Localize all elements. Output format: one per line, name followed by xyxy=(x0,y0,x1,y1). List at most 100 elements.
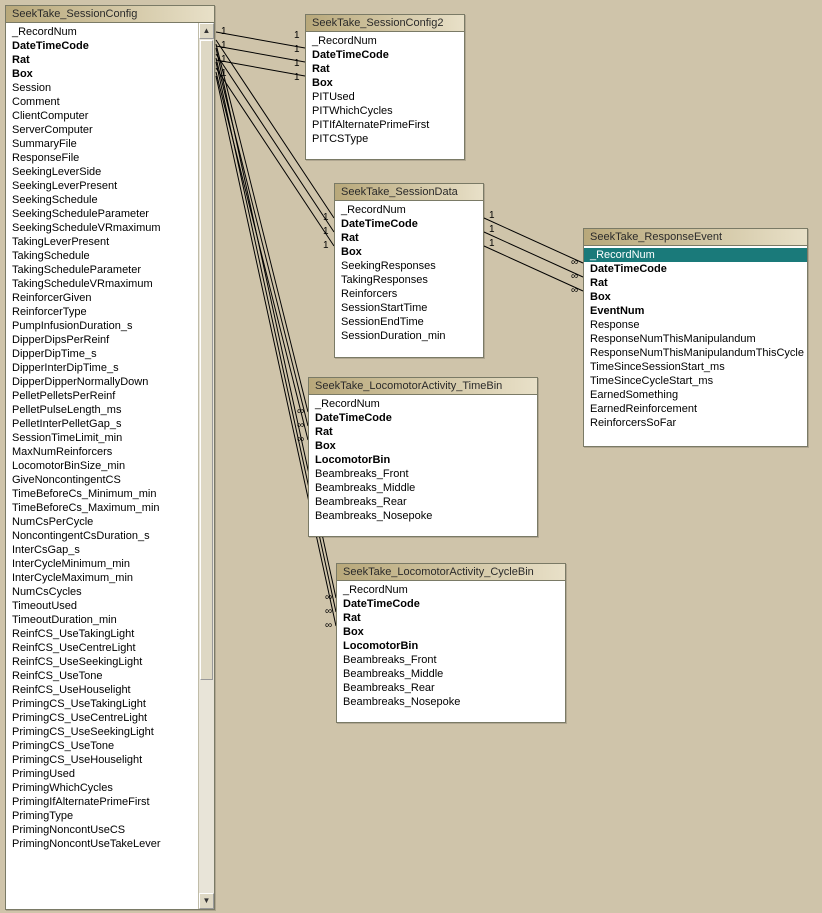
table-locomotor-timebin[interactable]: SeekTake_LocomotorActivity_TimeBin _Reco… xyxy=(308,377,538,537)
field-row[interactable]: PrimingType xyxy=(6,809,198,823)
field-row[interactable]: DateTimeCode xyxy=(306,48,464,62)
field-row[interactable]: SessionTimeLimit_min xyxy=(6,431,198,445)
field-row[interactable]: SeekingLeverSide xyxy=(6,165,198,179)
field-row[interactable]: SeekingResponses xyxy=(335,259,483,273)
field-row[interactable]: Beambreaks_Nosepoke xyxy=(309,509,537,523)
field-row[interactable]: PrimingUsed xyxy=(6,767,198,781)
field-row[interactable]: _RecordNum xyxy=(337,583,565,597)
field-row[interactable]: ReinfCS_UseTakingLight xyxy=(6,627,198,641)
field-row[interactable]: LocomotorBin xyxy=(309,453,537,467)
field-row[interactable]: Rat xyxy=(6,53,198,67)
field-row[interactable]: DateTimeCode xyxy=(6,39,198,53)
field-row[interactable]: PelletPulseLength_ms xyxy=(6,403,198,417)
field-row[interactable]: Beambreaks_Nosepoke xyxy=(337,695,565,709)
scroll-thumb[interactable] xyxy=(200,40,213,680)
field-row[interactable]: SummaryFile xyxy=(6,137,198,151)
field-row[interactable]: TimeBeforeCs_Minimum_min xyxy=(6,487,198,501)
field-row[interactable]: ClientComputer xyxy=(6,109,198,123)
field-row[interactable]: Response xyxy=(584,318,807,332)
field-row[interactable]: ReinfCS_UseCentreLight xyxy=(6,641,198,655)
field-row[interactable]: ReinfCS_UseSeekingLight xyxy=(6,655,198,669)
field-row[interactable]: PrimingCS_UseTakingLight xyxy=(6,697,198,711)
field-row[interactable]: PrimingCS_UseCentreLight xyxy=(6,711,198,725)
field-row[interactable]: PumpInfusionDuration_s xyxy=(6,319,198,333)
field-row[interactable]: Rat xyxy=(306,62,464,76)
table-title[interactable]: SeekTake_LocomotorActivity_TimeBin xyxy=(309,378,537,395)
field-row[interactable]: DipperDipsPerReinf xyxy=(6,333,198,347)
field-row[interactable]: _RecordNum xyxy=(309,397,537,411)
field-row[interactable]: Session xyxy=(6,81,198,95)
field-row[interactable]: EventNum xyxy=(584,304,807,318)
field-row[interactable]: PrimingCS_UseSeekingLight xyxy=(6,725,198,739)
field-row[interactable]: _RecordNum xyxy=(584,248,807,262)
table-responseevent[interactable]: SeekTake_ResponseEvent _RecordNumDateTim… xyxy=(583,228,808,447)
field-row[interactable]: PITIfAlternatePrimeFirst xyxy=(306,118,464,132)
field-row[interactable]: PrimingNoncontUseTakeLever xyxy=(6,837,198,851)
table-sessionconfig2[interactable]: SeekTake_SessionConfig2 _RecordNumDateTi… xyxy=(305,14,465,160)
field-row[interactable]: EarnedSomething xyxy=(584,388,807,402)
field-row[interactable]: Box xyxy=(6,67,198,81)
field-row[interactable]: Rat xyxy=(335,231,483,245)
field-row[interactable]: Beambreaks_Front xyxy=(337,653,565,667)
field-row[interactable]: Comment xyxy=(6,95,198,109)
table-title[interactable]: SeekTake_SessionConfig2 xyxy=(306,15,464,32)
field-row[interactable]: Box xyxy=(306,76,464,90)
field-row[interactable]: TimeSinceCycleStart_ms xyxy=(584,374,807,388)
field-row[interactable]: PITUsed xyxy=(306,90,464,104)
field-row[interactable]: InterCsGap_s xyxy=(6,543,198,557)
field-row[interactable]: TakingSchedule xyxy=(6,249,198,263)
field-row[interactable]: SessionStartTime xyxy=(335,301,483,315)
field-row[interactable]: Rat xyxy=(337,611,565,625)
field-row[interactable]: PelletInterPelletGap_s xyxy=(6,417,198,431)
field-row[interactable]: TakingScheduleParameter xyxy=(6,263,198,277)
field-row[interactable]: GiveNoncontingentCS xyxy=(6,473,198,487)
field-row[interactable]: ResponseNumThisManipulandumThisCycle xyxy=(584,346,807,360)
field-row[interactable]: NumCsCycles xyxy=(6,585,198,599)
field-row[interactable]: TimeoutDuration_min xyxy=(6,613,198,627)
field-row[interactable]: Box xyxy=(337,625,565,639)
field-row[interactable]: PITCSType xyxy=(306,132,464,146)
field-row[interactable]: TakingLeverPresent xyxy=(6,235,198,249)
field-row[interactable]: TimeSinceSessionStart_ms xyxy=(584,360,807,374)
field-row[interactable]: SessionEndTime xyxy=(335,315,483,329)
field-row[interactable]: NoncontingentCsDuration_s xyxy=(6,529,198,543)
field-row[interactable]: Beambreaks_Rear xyxy=(337,681,565,695)
field-row[interactable]: ResponseNumThisManipulandum xyxy=(584,332,807,346)
field-row[interactable]: ReinforcerGiven xyxy=(6,291,198,305)
field-row[interactable]: PITWhichCycles xyxy=(306,104,464,118)
table-locomotor-cyclebin[interactable]: SeekTake_LocomotorActivity_CycleBin _Rec… xyxy=(336,563,566,723)
table-sessionconfig[interactable]: SeekTake_SessionConfig _RecordNumDateTim… xyxy=(5,5,215,910)
field-row[interactable]: TakingScheduleVRmaximum xyxy=(6,277,198,291)
field-row[interactable]: InterCycleMinimum_min xyxy=(6,557,198,571)
field-row[interactable]: DateTimeCode xyxy=(337,597,565,611)
field-row[interactable]: ServerComputer xyxy=(6,123,198,137)
field-row[interactable]: PrimingCS_UseTone xyxy=(6,739,198,753)
field-row[interactable]: DateTimeCode xyxy=(584,262,807,276)
field-row[interactable]: PrimingWhichCycles xyxy=(6,781,198,795)
field-row[interactable]: Box xyxy=(584,290,807,304)
field-row[interactable]: PrimingCS_UseHouselight xyxy=(6,753,198,767)
field-row[interactable]: DipperDipTime_s xyxy=(6,347,198,361)
field-row[interactable]: Beambreaks_Middle xyxy=(337,667,565,681)
field-row[interactable]: Reinforcers xyxy=(335,287,483,301)
field-row[interactable]: DipperDipperNormallyDown xyxy=(6,375,198,389)
field-row[interactable]: DipperInterDipTime_s xyxy=(6,361,198,375)
table-title[interactable]: SeekTake_SessionConfig xyxy=(6,6,214,23)
field-row[interactable]: SeekingLeverPresent xyxy=(6,179,198,193)
field-row[interactable]: TimeBeforeCs_Maximum_min xyxy=(6,501,198,515)
field-row[interactable]: ReinfCS_UseTone xyxy=(6,669,198,683)
field-row[interactable]: Beambreaks_Middle xyxy=(309,481,537,495)
table-sessiondata[interactable]: SeekTake_SessionData _RecordNumDateTimeC… xyxy=(334,183,484,358)
field-row[interactable]: EarnedReinforcement xyxy=(584,402,807,416)
field-row[interactable]: SeekingScheduleVRmaximum xyxy=(6,221,198,235)
field-row[interactable]: _RecordNum xyxy=(6,25,198,39)
scrollbar[interactable]: ▲ ▼ xyxy=(198,23,214,909)
field-row[interactable]: ResponseFile xyxy=(6,151,198,165)
field-row[interactable]: DateTimeCode xyxy=(309,411,537,425)
field-row[interactable]: DateTimeCode xyxy=(335,217,483,231)
field-row[interactable]: SeekingScheduleParameter xyxy=(6,207,198,221)
field-row[interactable]: Beambreaks_Front xyxy=(309,467,537,481)
field-row[interactable]: _RecordNum xyxy=(306,34,464,48)
field-row[interactable]: ReinfCS_UseHouselight xyxy=(6,683,198,697)
field-row[interactable]: InterCycleMaximum_min xyxy=(6,571,198,585)
